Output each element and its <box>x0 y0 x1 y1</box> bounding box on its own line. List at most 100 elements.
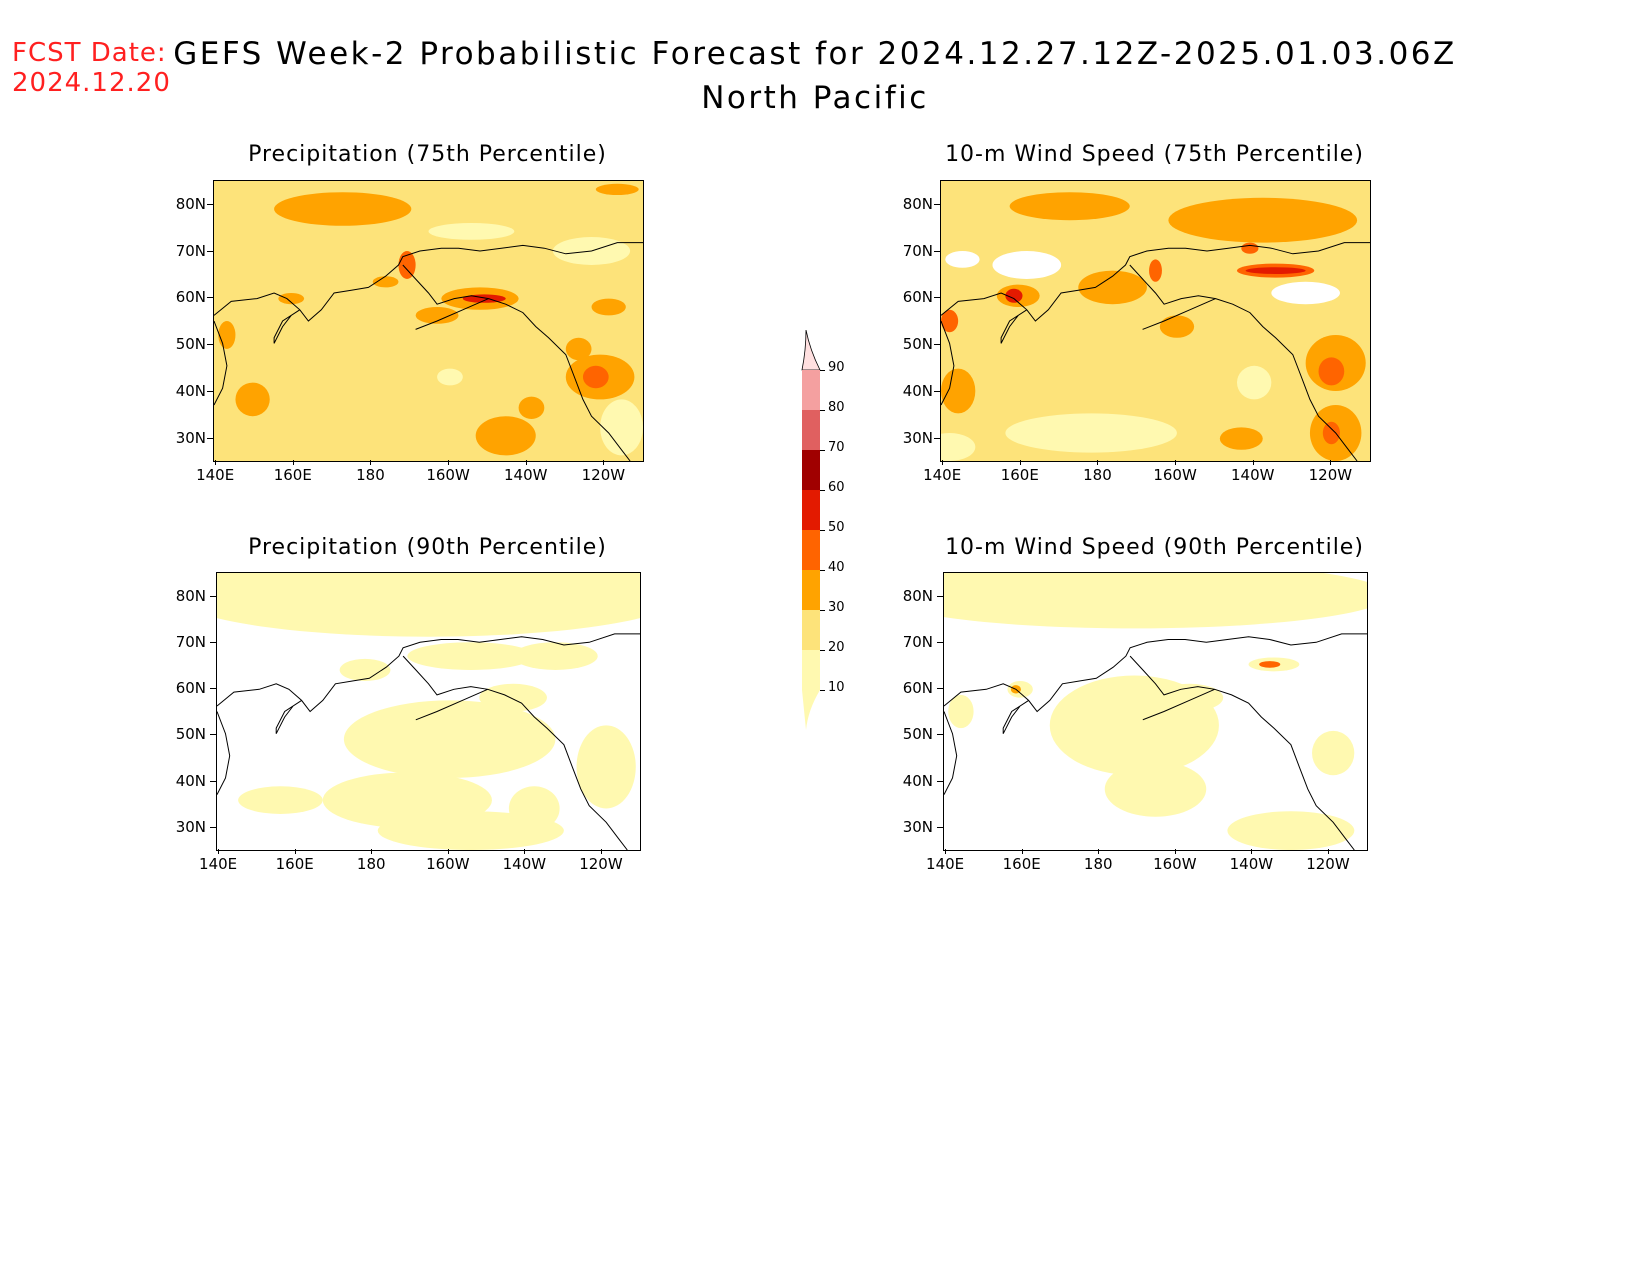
contour-region <box>513 642 598 670</box>
colorbar-label: 20 <box>828 640 845 655</box>
lat-label: 70N <box>902 632 933 651</box>
colorbar-tick <box>820 530 825 531</box>
title-line-1: GEFS Week-2 Probabilistic Forecast for 2… <box>173 36 1457 72</box>
contour-region <box>278 293 305 305</box>
lat-label: 40N <box>175 381 206 400</box>
colorbar-bottom-extension <box>802 690 820 730</box>
contour-region <box>1149 259 1162 282</box>
lat-tick <box>934 390 940 392</box>
lat-label: 80N <box>175 586 206 605</box>
contour-region <box>1241 242 1259 254</box>
lon-label: 180 <box>1083 466 1112 484</box>
lat-tick <box>934 250 940 252</box>
lat-label: 40N <box>902 771 933 790</box>
lon-tick <box>1098 849 1100 854</box>
colorbar-label: 60 <box>828 480 845 495</box>
lon-label: 160W <box>1153 466 1197 484</box>
fcst-label: FCST Date: <box>12 38 167 68</box>
lat-label: 70N <box>902 241 933 260</box>
lat-tick <box>210 734 216 736</box>
lat-label: 50N <box>902 335 933 354</box>
lon-tick <box>1327 849 1329 854</box>
coastline <box>275 699 302 734</box>
contour-region <box>600 399 643 456</box>
lon-label: 160E <box>1002 855 1041 873</box>
fcst-date: 2024.12.20 <box>12 68 171 98</box>
lat-tick <box>207 390 213 392</box>
lat-tick <box>210 780 216 782</box>
colorbar-tick <box>820 610 825 611</box>
contour-region <box>992 251 1062 279</box>
coastline <box>1129 264 1358 461</box>
lon-label: 140E <box>926 855 965 873</box>
lon-label: 140E <box>923 466 962 484</box>
colorbar-segment <box>802 450 820 490</box>
title-line-2: North Pacific <box>701 80 929 116</box>
contour-region <box>238 786 323 814</box>
contour-region <box>1237 365 1272 400</box>
contour-region <box>343 700 556 778</box>
contour-region <box>218 321 236 349</box>
lat-label: 50N <box>175 335 206 354</box>
contour-region <box>1227 811 1355 850</box>
contour-region <box>1322 421 1340 445</box>
lon-tick <box>218 849 220 854</box>
lat-tick <box>937 734 943 736</box>
contour-region <box>339 658 391 682</box>
colorbar-segment <box>802 650 820 690</box>
colorbar-label: 40 <box>828 560 845 575</box>
lat-tick <box>934 203 940 205</box>
map-plot <box>216 572 641 851</box>
lon-tick <box>448 460 450 465</box>
coastline <box>1142 688 1215 721</box>
coastline <box>214 320 228 406</box>
lat-tick <box>937 595 943 597</box>
contour-region <box>1318 357 1345 386</box>
contour-region <box>479 683 547 712</box>
contour-region <box>217 573 640 637</box>
colorbar-tick <box>820 650 825 651</box>
contour-region <box>576 725 636 809</box>
colorbar-label: 50 <box>828 520 845 535</box>
coastline <box>402 264 631 461</box>
contour-region <box>1159 315 1195 338</box>
contour-region <box>948 694 974 729</box>
contour-region <box>1219 427 1263 450</box>
lat-label: 60N <box>902 679 933 698</box>
contour-region <box>941 368 976 414</box>
contour-region <box>428 223 515 240</box>
contour-region <box>941 309 959 333</box>
contour-region <box>1168 197 1358 243</box>
lon-tick <box>1021 849 1023 854</box>
lon-tick <box>600 849 602 854</box>
contour-region <box>1245 267 1306 274</box>
panel-title: Precipitation (75th Percentile) <box>248 142 607 167</box>
lon-label: 180 <box>1083 855 1113 873</box>
contour-region <box>945 251 980 268</box>
colorbar-segment <box>802 490 820 530</box>
contour-region <box>407 642 535 670</box>
lon-label: 160E <box>1000 466 1039 484</box>
lon-label: 160W <box>1153 855 1197 873</box>
contour-region <box>415 307 459 324</box>
lat-tick <box>210 641 216 643</box>
contour-region <box>1005 288 1023 303</box>
colorbar-tick <box>820 570 825 571</box>
lat-label: 60N <box>902 288 933 307</box>
lon-tick <box>1097 460 1099 465</box>
coastline <box>941 242 1370 322</box>
contour-region <box>1104 761 1207 817</box>
lat-tick <box>934 297 940 299</box>
coastline <box>217 711 231 795</box>
lon-tick <box>525 460 527 465</box>
lon-label: 120W <box>579 855 623 873</box>
panel-title: 10-m Wind Speed (90th Percentile) <box>945 535 1364 560</box>
lat-tick <box>937 688 943 690</box>
contour-region <box>944 573 1367 629</box>
lat-label: 40N <box>175 771 206 790</box>
map-plot <box>213 180 644 462</box>
page-title: GEFS Week-2 Probabilistic Forecast for 2… <box>160 32 1470 120</box>
lat-tick <box>934 437 940 439</box>
lat-tick <box>210 826 216 828</box>
contour-region <box>565 337 592 361</box>
